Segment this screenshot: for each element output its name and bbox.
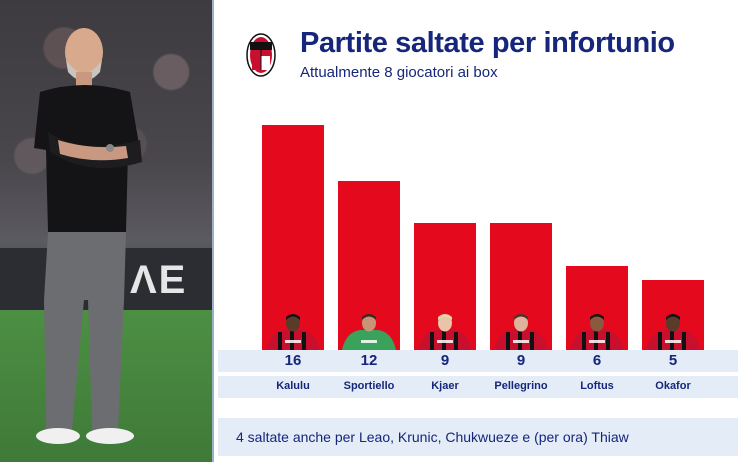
category-label: Sportiello [343,380,395,392]
player-photo-sportiello [342,314,396,350]
value-label: 5 [668,352,678,369]
value-label: 6 [592,352,602,369]
category-label: Pellegrino [494,380,548,392]
board-logo: ΛE [130,258,188,302]
bar-chart: 4 saltate anche per Leao, Krunic, Chukwu… [218,100,738,462]
value-label: 12 [360,352,378,369]
bar-kalulu [262,125,324,350]
value-label: 9 [440,352,450,369]
names-band [218,376,738,398]
player-photo-loftus [570,314,624,350]
player-photo-kjaer [418,314,472,350]
values-band [218,350,738,372]
player-photo-pellegrino [494,314,548,350]
footnote-band [218,418,738,456]
category-label: Kjaer [431,380,459,392]
category-label: Okafor [655,380,691,392]
value-label: 16 [284,352,302,369]
player-photo-kalulu [266,314,320,350]
footnote: 4 saltate anche per Leao, Krunic, Chukwu… [236,429,629,445]
value-label: 9 [516,352,526,369]
chart-title: Partite saltate per infortunio [300,27,675,59]
panel-divider [212,0,214,462]
category-label: Loftus [580,380,614,392]
coach-photo: ΛE [0,0,214,462]
chart-subtitle: Attualmente 8 giocatori ai box [300,64,498,81]
player-photo-okafor [646,314,700,350]
category-label: Kalulu [276,380,310,392]
coach-figure [34,28,142,444]
club-crest-icon [246,33,276,77]
